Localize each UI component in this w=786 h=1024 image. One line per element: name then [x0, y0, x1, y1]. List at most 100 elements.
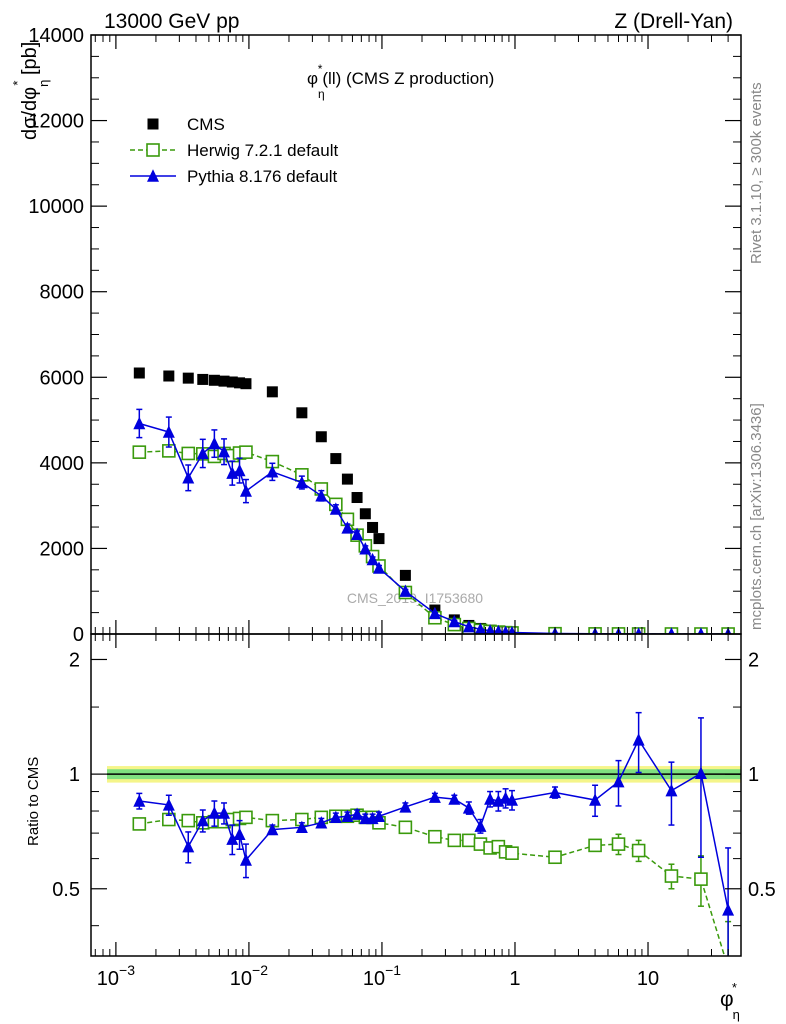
data-point	[462, 620, 475, 633]
data-point	[462, 833, 476, 848]
data-point	[366, 552, 379, 566]
data-point	[474, 819, 487, 832]
data-point	[133, 367, 145, 379]
data-point	[295, 475, 308, 489]
data-point	[351, 807, 364, 820]
x-tick-label: 10	[637, 968, 659, 990]
data-point	[162, 798, 175, 811]
data-point	[399, 800, 412, 813]
data-point	[668, 627, 675, 634]
data-point	[132, 445, 147, 459]
y-tick-label: 14000	[28, 25, 84, 47]
ratio-y-tick-label: 0.5	[52, 879, 80, 901]
data-point	[448, 614, 461, 628]
data-point	[208, 374, 220, 386]
data-point	[367, 521, 379, 533]
data-point	[226, 832, 239, 845]
data-point	[196, 813, 209, 827]
data-point	[218, 445, 231, 458]
x-axis-label: φη*	[720, 980, 740, 1022]
data-point	[398, 820, 413, 835]
data-point	[359, 508, 371, 520]
energy-label: 13000 GeV pp	[104, 10, 239, 33]
data-point	[694, 766, 707, 779]
data-point	[182, 372, 194, 384]
y-tick-label: 12000	[28, 111, 84, 133]
data-point	[147, 118, 159, 130]
data-point	[448, 792, 461, 805]
process-label: Z (Drell-Yan)	[614, 10, 733, 33]
data-point	[665, 783, 678, 797]
data-point	[218, 375, 230, 387]
main-title: φη*(ll) (CMS Z production)	[307, 62, 494, 101]
data-point	[147, 169, 159, 182]
data-point	[329, 810, 342, 824]
data-point	[485, 624, 495, 634]
data-point	[351, 527, 364, 541]
data-point	[208, 436, 221, 450]
ratio-reference-band	[107, 766, 741, 783]
data-point	[474, 622, 486, 634]
data-point	[295, 820, 308, 834]
data-point	[266, 465, 279, 478]
data-point	[589, 793, 602, 806]
data-point	[162, 425, 175, 438]
data-point	[447, 833, 462, 848]
data-point	[588, 838, 602, 853]
ratio-y-tick-label: 1	[69, 764, 80, 786]
y-tick-label: 8000	[40, 282, 85, 304]
data-point	[722, 903, 735, 916]
data-point	[664, 869, 679, 883]
x-tick-label: 10−3	[97, 962, 135, 990]
data-point	[233, 463, 246, 477]
data-point	[341, 473, 353, 485]
data-point	[399, 584, 412, 597]
data-point	[428, 829, 442, 844]
data-point	[181, 813, 196, 828]
data-point	[266, 386, 278, 398]
data-point	[351, 492, 363, 504]
data-point	[315, 431, 327, 443]
data-point	[612, 775, 625, 788]
data-point	[146, 143, 160, 157]
data-point	[505, 846, 519, 860]
y-tick-label: 6000	[40, 367, 85, 389]
data-point	[506, 793, 519, 806]
data-point	[218, 806, 231, 819]
rivet-label: Rivet 3.1.10, ≥ 300k events	[748, 82, 765, 264]
data-point	[697, 627, 705, 634]
data-point	[163, 370, 175, 382]
data-point	[611, 837, 626, 851]
data-point	[233, 827, 246, 841]
data-point	[197, 373, 209, 385]
data-point	[372, 809, 385, 822]
data-point	[399, 569, 411, 581]
data-point	[508, 625, 516, 634]
data-point	[240, 378, 252, 390]
main-plot-data	[132, 367, 735, 634]
ratio-y-tick-label: 1	[748, 764, 759, 786]
legend-label: Pythia 8.176 default	[187, 167, 338, 186]
data-point	[181, 446, 196, 461]
data-point	[428, 790, 441, 803]
data-point	[373, 533, 385, 545]
data-point	[133, 794, 146, 807]
data-point	[428, 606, 441, 620]
data-point	[239, 445, 253, 459]
y-tick-label: 0	[73, 624, 84, 646]
x-tick-label: 10−2	[230, 962, 268, 990]
ratio-plot-data	[132, 711, 735, 956]
data-point	[501, 625, 510, 634]
data-point	[329, 502, 342, 515]
data-point	[226, 376, 238, 388]
y-tick-label: 10000	[28, 196, 84, 218]
legend: CMS Herwig 7.2.1 default Pythia 8.176 defa…	[130, 115, 338, 186]
ratio-series-line	[139, 738, 729, 911]
x-tick-label: 10−1	[363, 962, 401, 990]
data-point	[182, 471, 195, 484]
y-tick-label: 4000	[40, 453, 85, 475]
data-point	[315, 489, 328, 502]
data-point	[296, 407, 308, 419]
data-point	[196, 446, 209, 460]
